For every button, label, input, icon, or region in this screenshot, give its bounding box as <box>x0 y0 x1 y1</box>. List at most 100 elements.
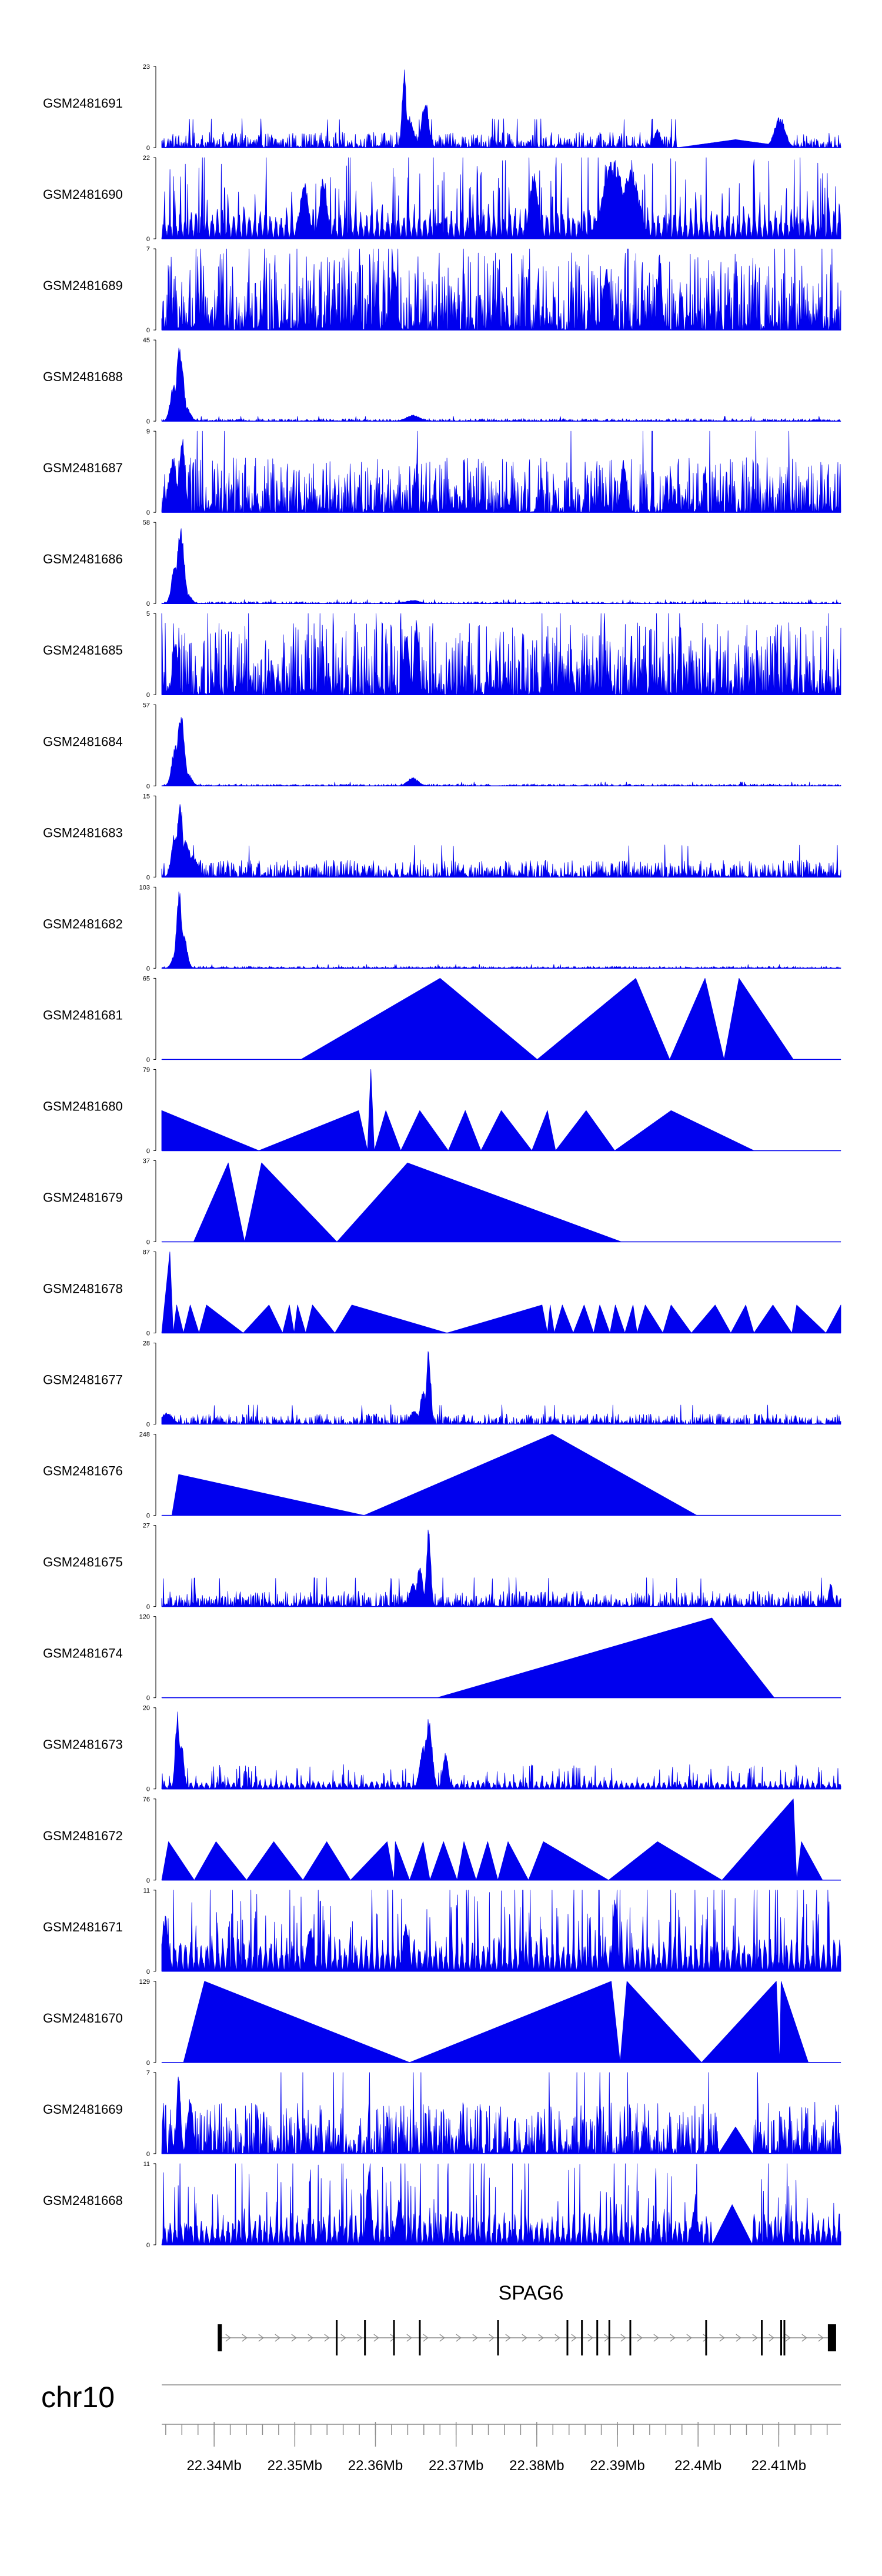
strand-arrow <box>637 2334 643 2342</box>
y-max-label: 23 <box>143 64 150 71</box>
y-max-label: 103 <box>139 884 150 891</box>
track-GSM2481669: GSM2481669 7 0 <box>43 2070 841 2158</box>
track-label: GSM2481680 <box>43 1099 123 1113</box>
y-max-label: 76 <box>143 1796 150 1803</box>
coverage-area <box>161 1981 841 2063</box>
y-min-label: 0 <box>146 418 150 425</box>
y-min-label: 0 <box>146 327 150 334</box>
y-min-label: 0 <box>146 1239 150 1246</box>
exon <box>393 2320 395 2355</box>
y-min-label: 0 <box>146 1877 150 1884</box>
strand-arrow <box>719 2334 725 2342</box>
track-GSM2481689: GSM2481689 7 0 <box>43 246 841 334</box>
track-label: GSM2481683 <box>43 825 123 840</box>
track-GSM2481672: GSM2481672 76 0 <box>43 1796 841 1884</box>
strand-arrow <box>571 2334 577 2342</box>
exon <box>419 2320 421 2355</box>
coverage-area <box>161 348 841 422</box>
exon <box>783 2320 786 2355</box>
axis-tick-label: 22.35Mb <box>268 2458 322 2474</box>
y-max-label: 129 <box>139 1978 150 1986</box>
axis-tick-label: 22.38Mb <box>509 2458 564 2474</box>
coverage-area <box>161 1617 841 1699</box>
data-tracks: GSM2481691230GSM2481690220GSM248168970GS… <box>43 64 841 2249</box>
track-label: GSM2481668 <box>43 2193 123 2208</box>
track-label: GSM2481681 <box>43 1007 123 1022</box>
strand-arrow <box>340 2334 346 2342</box>
coverage-area <box>161 717 841 786</box>
gene-label-spag6: SPAG6 <box>499 2282 564 2304</box>
strand-arrow <box>653 2334 659 2342</box>
strand-arrow <box>373 2334 379 2342</box>
coverage-area <box>161 1351 841 1424</box>
coverage-area <box>161 1890 841 1972</box>
strand-arrow <box>275 2334 280 2342</box>
y-max-label: 120 <box>139 1614 150 1621</box>
gene-model-track: SPAG6 <box>218 2282 836 2355</box>
exon <box>608 2320 610 2355</box>
y-max-label: 5 <box>146 610 150 618</box>
y-max-label: 79 <box>143 1066 150 1073</box>
strand-arrow <box>324 2334 330 2342</box>
track-GSM2481687: GSM2481687 9 0 <box>43 428 841 516</box>
y-min-label: 0 <box>146 2151 150 2158</box>
strand-arrow <box>587 2334 593 2342</box>
strand-arrow <box>752 2334 758 2342</box>
track-label: GSM2481673 <box>43 1737 123 1752</box>
track-GSM2481683: GSM2481683 15 0 <box>43 793 841 881</box>
exon <box>596 2320 599 2355</box>
coverage-area <box>161 1162 841 1242</box>
strand-arrow <box>818 2334 824 2342</box>
strand-arrow <box>472 2334 478 2342</box>
y-min-label: 0 <box>146 692 150 699</box>
y-max-label: 22 <box>143 155 150 162</box>
coverage-area <box>161 613 841 695</box>
coverage-area <box>161 2163 841 2245</box>
coverage-area <box>161 1798 841 1881</box>
strand-arrow <box>423 2334 429 2342</box>
strand-arrow <box>439 2334 445 2342</box>
y-max-label: 7 <box>146 2070 150 2077</box>
exon <box>364 2320 366 2355</box>
y-max-label: 11 <box>143 2161 150 2168</box>
exon <box>761 2320 763 2355</box>
coverage-area <box>161 1069 841 1151</box>
y-max-label: 27 <box>143 1523 150 1530</box>
strand-arrow <box>308 2334 313 2342</box>
y-max-label: 248 <box>139 1432 150 1439</box>
strand-arrow <box>736 2334 741 2342</box>
y-min-label: 0 <box>146 1056 150 1063</box>
chromosome-label: chr10 <box>41 2381 115 2414</box>
track-label: GSM2481679 <box>43 1190 123 1204</box>
y-min-label: 0 <box>146 874 150 881</box>
track-label: GSM2481678 <box>43 1282 123 1296</box>
axis-tick-label: 22.34Mb <box>186 2458 241 2474</box>
strand-arrow <box>801 2334 807 2342</box>
strand-arrow <box>769 2334 774 2342</box>
track-label: GSM2481691 <box>43 96 123 111</box>
exon <box>497 2320 499 2355</box>
track-GSM2481671: GSM2481671 11 0 <box>43 1887 841 1976</box>
axis-tick-label: 22.39Mb <box>590 2458 644 2474</box>
coverage-area <box>161 891 841 969</box>
y-min-label: 0 <box>146 236 150 243</box>
strand-arrow <box>242 2334 248 2342</box>
track-GSM2481675: GSM2481675 27 0 <box>43 1523 841 1611</box>
strand-arrow <box>554 2334 560 2342</box>
y-min-label: 0 <box>146 2060 150 2067</box>
track-GSM2481676: GSM2481676 248 0 <box>43 1432 841 1520</box>
y-max-label: 15 <box>143 793 150 800</box>
strand-arrow <box>620 2334 626 2342</box>
strand-arrow <box>456 2334 462 2342</box>
strand-arrow <box>357 2334 363 2342</box>
track-label: GSM2481675 <box>43 1555 123 1570</box>
strand-arrow <box>785 2334 791 2342</box>
coverage-area <box>161 1529 841 1607</box>
strand-arrow <box>522 2334 527 2342</box>
track-GSM2481673: GSM2481673 20 0 <box>43 1705 841 1793</box>
axis-tick-label: 22.41Mb <box>751 2458 806 2474</box>
track-label: GSM2481671 <box>43 1920 123 1934</box>
genome-axis-track: chr10 22.34Mb 22.35Mb 22.36Mb 22.37Mb 22.38M… <box>41 2381 841 2474</box>
track-GSM2481684: GSM2481684 57 0 <box>43 702 841 790</box>
